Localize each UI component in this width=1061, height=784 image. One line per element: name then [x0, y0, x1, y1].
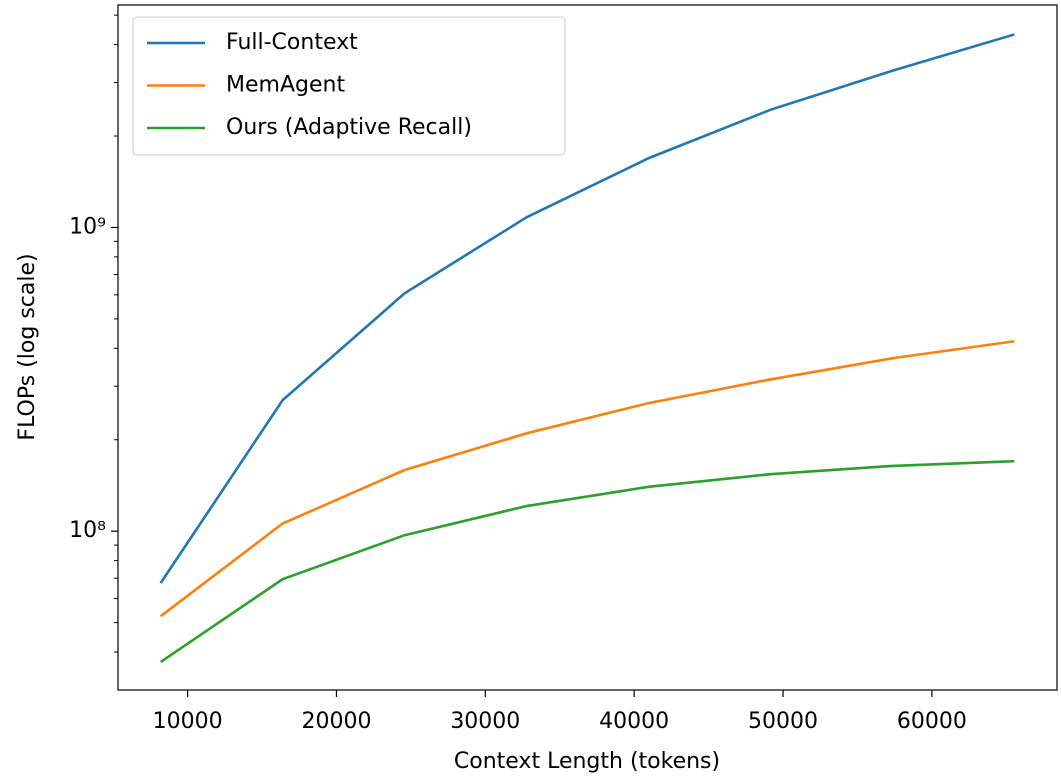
series-line — [159, 339, 1015, 618]
x-tick-label: 40000 — [599, 709, 669, 734]
y-tick-label: 10⁸ — [69, 518, 106, 543]
x-tick-label: 10000 — [153, 709, 223, 734]
legend-box — [132, 16, 566, 156]
legend-label: MemAgent — [226, 73, 345, 98]
plot-frame — [117, 4, 1058, 691]
legend-label: Ours (Adaptive Recall) — [226, 115, 472, 140]
series-line — [159, 33, 1015, 584]
x-axis-label: Context Length (tokens) — [454, 749, 720, 774]
legend-label: Full-Context — [226, 30, 358, 55]
y-axis-label: FLOPs (log scale) — [15, 253, 40, 440]
x-tick-label: 20000 — [301, 709, 371, 734]
series-line — [159, 459, 1015, 664]
x-tick-label: 50000 — [748, 709, 818, 734]
x-tick-label: 30000 — [450, 709, 520, 734]
x-tick-label: 60000 — [897, 709, 967, 734]
y-tick-label: 10⁹ — [69, 214, 106, 239]
